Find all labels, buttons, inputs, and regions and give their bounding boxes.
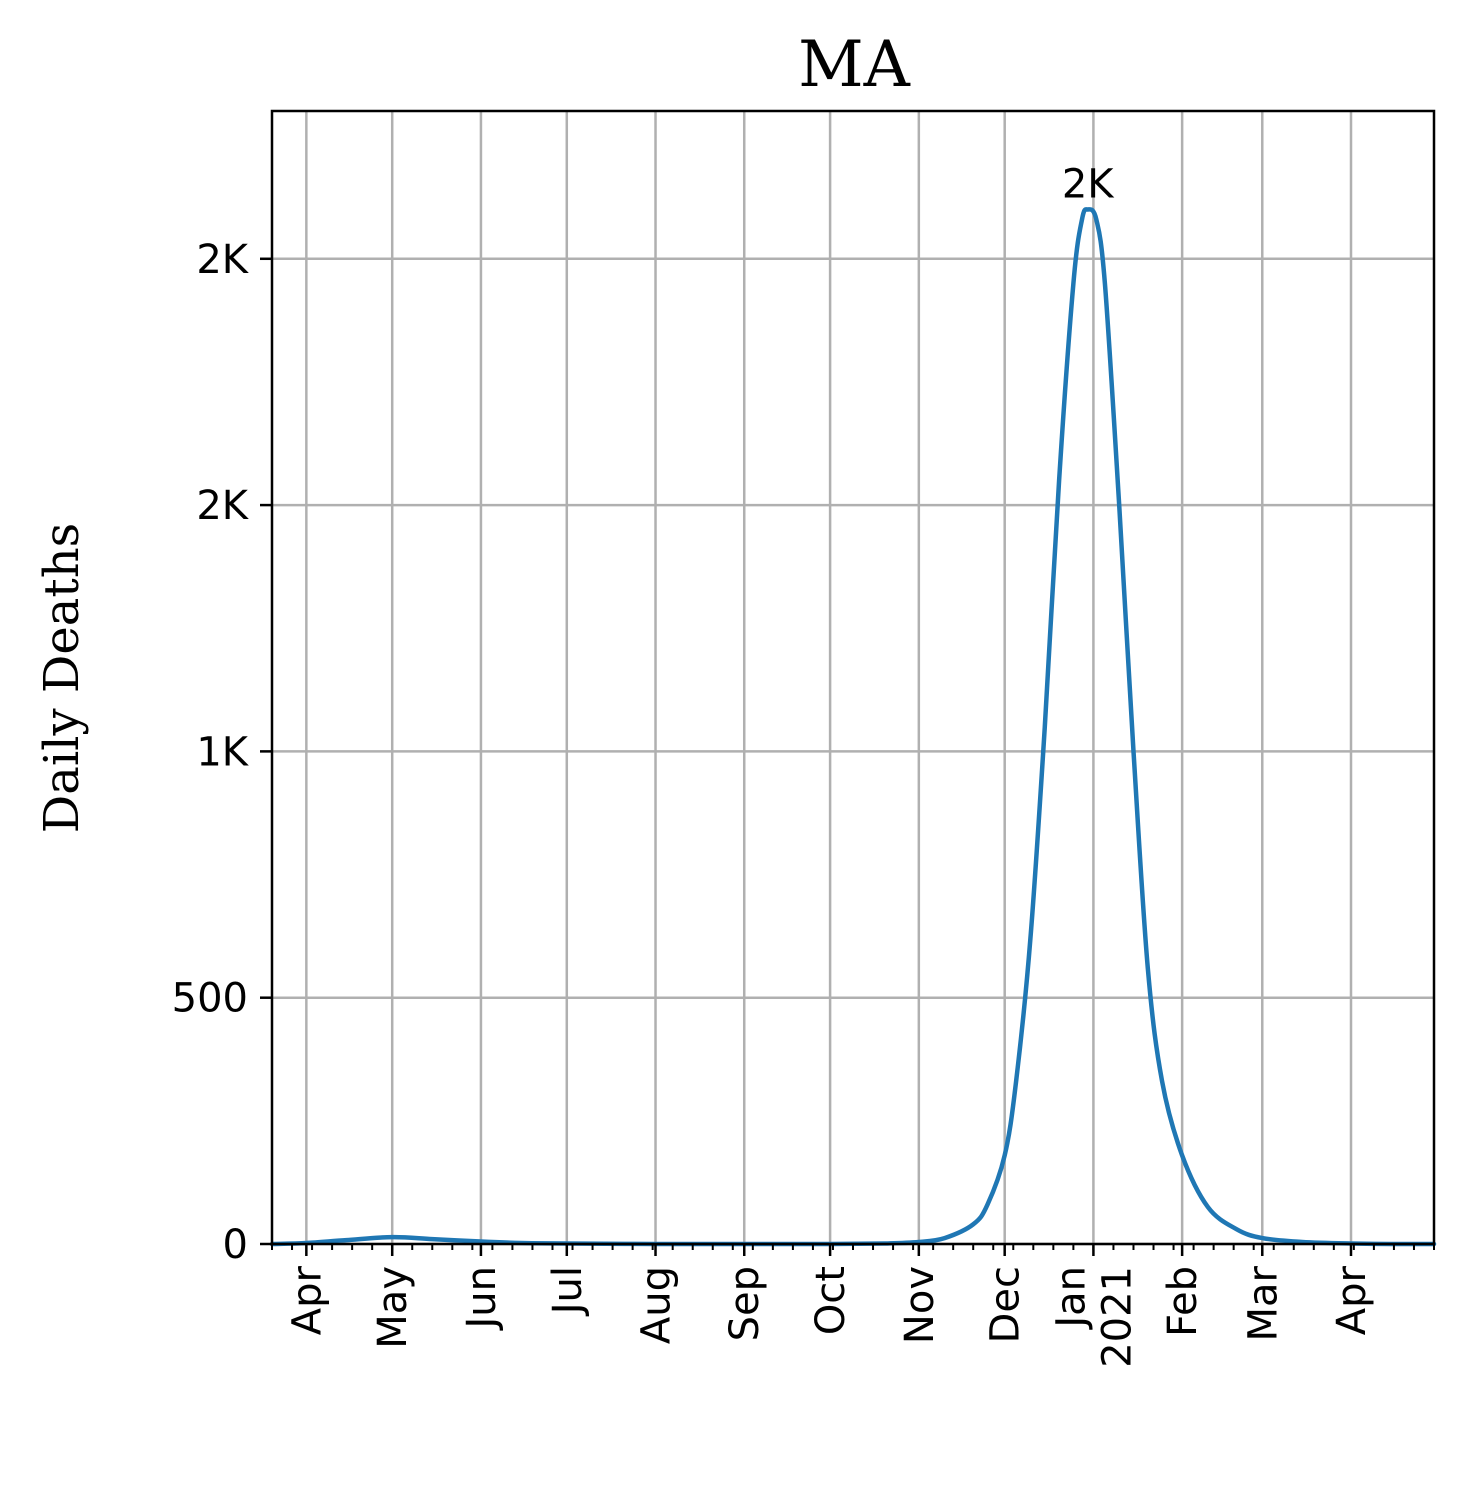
x-tick-label: Jun	[459, 1266, 505, 1332]
x-tick-label: Oct	[808, 1266, 854, 1335]
y-tick-label: 1K	[196, 729, 249, 775]
x-tick-label: Mar	[1240, 1265, 1286, 1341]
x-tick-label: Aug	[634, 1266, 680, 1344]
x-tick-label: Feb	[1160, 1266, 1206, 1337]
peak-annotation: 2K	[1062, 162, 1115, 208]
y-tick-label: 0	[223, 1222, 248, 1268]
chart-title: MA	[798, 28, 911, 102]
x-tick-label: Apr	[1329, 1265, 1375, 1335]
axis-ticks: 0 500 1K 2K 2K Apr May Jun Jul Aug Sep Oct Nov Dec Jan…	[172, 237, 1435, 1368]
x-tick-label: Jul	[545, 1266, 591, 1317]
plot-frame	[270, 109, 1436, 1246]
x-tick-label: Apr	[284, 1265, 330, 1335]
series-line-0	[269, 207, 1437, 1247]
y-tick-label: 2K	[196, 483, 249, 529]
y-tick-label: 500	[172, 976, 248, 1022]
x-tick-label: Jan2021	[1048, 1266, 1140, 1368]
x-tick-label: Sep	[722, 1266, 768, 1341]
series-layer	[269, 207, 1437, 1247]
y-tick-label: 2K	[196, 237, 249, 283]
annotations: 2K	[1062, 162, 1115, 208]
gridlines	[272, 111, 1434, 1246]
x-tick-label: Dec	[983, 1266, 1029, 1343]
x-tick-label: May	[370, 1266, 416, 1349]
x-tick-label: Nov	[897, 1266, 943, 1344]
y-axis-label: Daily Deaths	[34, 523, 90, 834]
